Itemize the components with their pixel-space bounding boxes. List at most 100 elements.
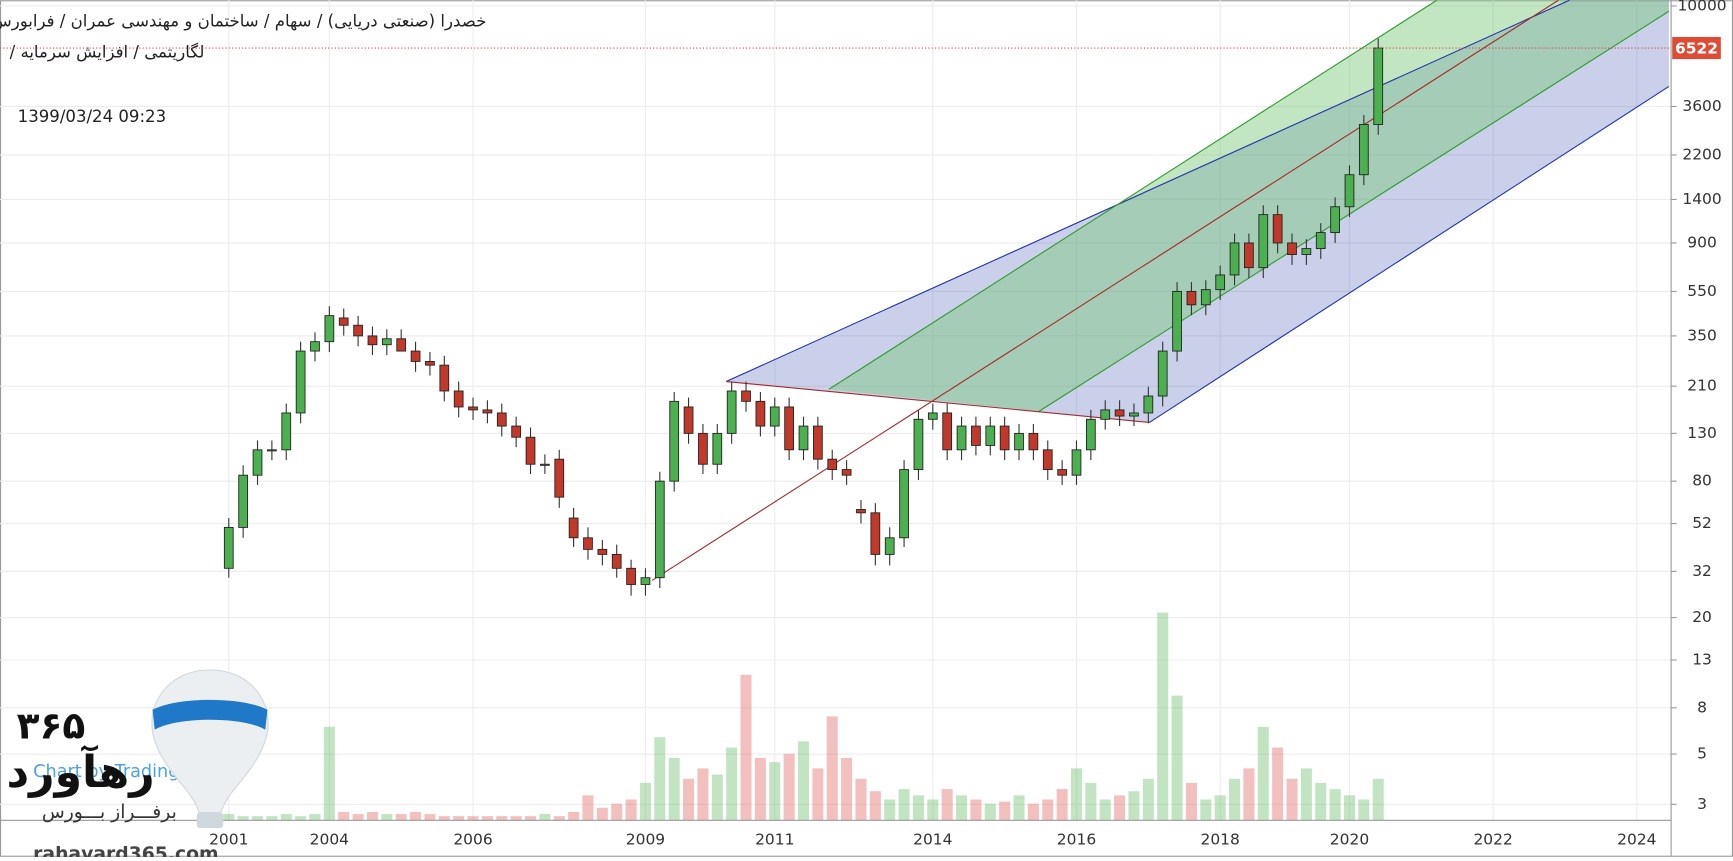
candle-body	[1272, 214, 1283, 244]
volume-bar	[539, 814, 551, 821]
candle-body	[1315, 232, 1326, 250]
candle-body	[295, 350, 306, 414]
y-tick-label: 900	[1687, 233, 1717, 251]
candle-body	[525, 436, 536, 465]
candle-body	[913, 418, 924, 471]
volume-bar	[1286, 778, 1298, 821]
candle-body	[784, 406, 794, 451]
volume-bar	[1099, 799, 1111, 821]
candle-body	[1057, 469, 1067, 476]
volume-bar	[999, 801, 1011, 821]
volume-bar	[1329, 789, 1341, 821]
volume-bar	[338, 811, 350, 821]
candle-body	[1114, 409, 1125, 417]
y-tick-label: 350	[1687, 326, 1717, 344]
x-tick-label: 2009	[626, 831, 665, 849]
channel	[651, 0, 1670, 581]
volume-bar	[1200, 799, 1212, 821]
candle-body	[1229, 242, 1240, 276]
volume-bar	[266, 816, 278, 821]
volume-bar	[970, 799, 982, 821]
volume-bar	[582, 795, 594, 821]
candle-body	[453, 390, 464, 408]
candle-body	[511, 425, 522, 438]
candle-body	[1129, 412, 1139, 417]
volume-bar	[352, 814, 364, 821]
candle-body	[726, 390, 737, 434]
candle-body	[540, 463, 550, 466]
volume-bar	[769, 762, 781, 821]
volume-bar	[223, 814, 235, 821]
channel-upper	[725, 0, 1570, 383]
y-tick-label: 8	[1697, 698, 1707, 716]
volume-bar	[1315, 782, 1327, 821]
chart-title: خصدرا (صنعتی دریایی) / سهام / ساختمان و …	[0, 12, 486, 32]
volume-bar	[797, 741, 810, 821]
y-tick-label: 3600	[1682, 97, 1721, 115]
volume-bar	[1013, 795, 1025, 821]
candle-body	[942, 412, 953, 451]
volume-layer	[223, 612, 1384, 821]
volume-bar	[1272, 747, 1284, 821]
logo-brand: رهآورد	[6, 744, 154, 798]
candle-body	[310, 341, 320, 352]
candle-body	[698, 432, 708, 465]
volume-bar	[812, 768, 824, 821]
volume-bar	[1128, 791, 1140, 821]
candle-body	[827, 458, 838, 471]
candle-body	[683, 406, 694, 434]
axes: 3 5 8 13 20 32 52 80 130 210 350 550 900 1400 2200 3600…	[209, 0, 1727, 849]
volume-bar	[1300, 768, 1312, 821]
last-price: 6522	[0, 36, 1721, 60]
candle-body	[1172, 290, 1182, 352]
volume-bar	[740, 674, 752, 821]
volume-bar	[1372, 778, 1384, 821]
candle-body	[654, 480, 665, 579]
volume-bar	[1214, 795, 1226, 821]
candle-body	[1028, 432, 1039, 451]
candle-body	[281, 412, 292, 451]
x-tick-label: 2024	[1617, 831, 1656, 849]
candle-body	[813, 425, 823, 460]
candle-body	[1258, 214, 1269, 269]
volume-bar	[1358, 799, 1370, 821]
volume-bar	[956, 795, 968, 821]
logo-site: rahavard365.com	[33, 844, 218, 857]
channel-inner	[828, 0, 1669, 412]
candle-body	[568, 517, 579, 539]
volume-bar	[1056, 789, 1068, 821]
volume-bar	[237, 816, 249, 821]
volume-bar	[410, 811, 422, 821]
volume-bar	[553, 816, 565, 821]
candle-body	[626, 567, 636, 585]
volume-bar	[639, 782, 651, 821]
candle-body	[755, 400, 766, 427]
volume-bar	[1085, 782, 1097, 821]
y-tick-label: 2200	[1682, 145, 1721, 163]
x-tick-label: 2004	[310, 831, 349, 849]
candle-body	[238, 474, 249, 528]
candle-body	[1358, 124, 1369, 176]
candle-body	[367, 335, 378, 346]
volume-bar	[984, 803, 996, 821]
volume-bar	[496, 816, 508, 821]
candle-body	[252, 449, 263, 476]
timestamp: 1399/03/24 09:23	[18, 107, 166, 126]
candle-body	[482, 409, 493, 414]
y-tick-label: 550	[1687, 282, 1717, 300]
channel-outer	[726, 0, 1669, 423]
last-price-box	[1672, 36, 1721, 60]
channel-green-upper	[828, 0, 1438, 390]
volume-bar	[366, 811, 378, 821]
volume-bar	[884, 799, 896, 821]
candle-body	[396, 338, 407, 352]
candle-body	[439, 364, 450, 392]
candle-body	[410, 350, 421, 362]
channel-lower	[1149, 85, 1670, 423]
volume-bar	[611, 803, 623, 821]
candle-body	[267, 449, 277, 452]
y-tick-label: 130	[1687, 424, 1717, 442]
candle-body	[1085, 418, 1096, 451]
